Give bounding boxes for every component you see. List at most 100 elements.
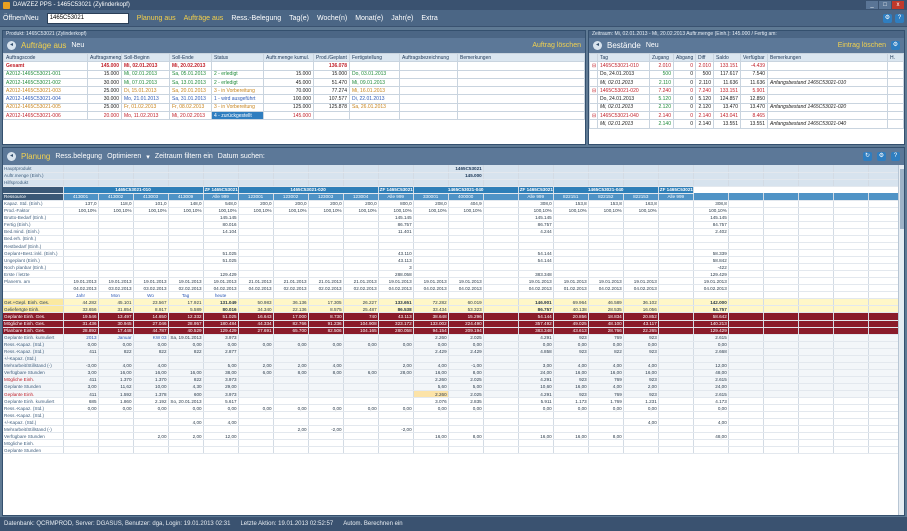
- grid-cell[interactable]: 2,00: [273, 362, 309, 370]
- grid-cell[interactable]: [448, 263, 484, 272]
- grid-cell[interactable]: 2.260: [413, 334, 449, 342]
- grid-cell[interactable]: [378, 376, 414, 384]
- grid-cell[interactable]: 769: [588, 334, 624, 342]
- grid-cell[interactable]: [798, 376, 834, 384]
- grid-cell[interactable]: [483, 369, 519, 377]
- grid-cell[interactable]: [798, 235, 834, 244]
- grid-cell[interactable]: [623, 446, 659, 455]
- grid-cell[interactable]: 1.769: [588, 397, 624, 406]
- grid-cell[interactable]: [308, 221, 344, 229]
- grid-cell[interactable]: [658, 179, 694, 187]
- grid-cell[interactable]: [168, 165, 204, 173]
- grid-cell[interactable]: [553, 179, 589, 187]
- grid-cell[interactable]: [203, 165, 239, 173]
- grid-cell[interactable]: [798, 404, 834, 413]
- menu-wochen[interactable]: Woche(n): [316, 14, 348, 22]
- grid-cell[interactable]: 3,00: [63, 369, 99, 377]
- date-selector[interactable]: heute: [203, 291, 239, 300]
- grid-cell[interactable]: [833, 425, 869, 434]
- grid-cell[interactable]: [553, 446, 589, 455]
- resource-header[interactable]: 822151: [553, 193, 589, 201]
- grid-cell[interactable]: [833, 334, 869, 342]
- grid-cell[interactable]: [273, 249, 309, 258]
- grid-cell[interactable]: [623, 172, 659, 180]
- resource-header[interactable]: 822152: [588, 193, 624, 201]
- grid-cell[interactable]: 323.172: [378, 320, 414, 328]
- grid-cell[interactable]: [798, 200, 834, 208]
- grid-cell[interactable]: [728, 249, 764, 258]
- grid-cell[interactable]: [658, 362, 694, 370]
- grid-cell[interactable]: [133, 242, 169, 251]
- grid-cell[interactable]: [273, 376, 309, 384]
- grid-cell[interactable]: [98, 249, 134, 258]
- grid-cell[interactable]: -2,00: [378, 425, 414, 434]
- grid-cell[interactable]: [658, 263, 694, 272]
- date-selector[interactable]: [763, 291, 799, 300]
- grid-cell[interactable]: [833, 221, 869, 229]
- table-row[interactable]: Do, 24.01.2013 5.120 0 5.120 124.857 12.850: [589, 94, 904, 104]
- grid-cell[interactable]: 923: [623, 390, 659, 399]
- grid-cell[interactable]: [273, 446, 309, 455]
- grid-cell[interactable]: 145.145: [378, 214, 414, 222]
- table-row[interactable]: A2012-1465C53021-001 15.000 Mi, 02.01.2013…: [3, 69, 585, 79]
- grid-cell[interactable]: [798, 369, 834, 377]
- grid-cell[interactable]: [728, 432, 764, 441]
- grid-cell[interactable]: 5,60: [413, 383, 449, 392]
- grid-cell[interactable]: 200,0: [273, 200, 309, 208]
- grid-cell[interactable]: [273, 256, 309, 265]
- grid-cell[interactable]: 2.402: [693, 228, 729, 236]
- grid-cell[interactable]: [378, 179, 414, 187]
- table-row[interactable]: ⊟ 1465C53021-020 7.240 0 7.240 133.151 5.901: [589, 86, 904, 96]
- grid-cell[interactable]: [658, 390, 694, 399]
- grid-cell[interactable]: 04.02.2013: [693, 284, 729, 293]
- grid-cell[interactable]: [273, 348, 309, 356]
- grid-cell[interactable]: 14.650: [133, 312, 169, 321]
- grid-cell[interactable]: 0,00: [343, 341, 379, 349]
- grid-cell[interactable]: 19.01.2013: [98, 277, 134, 286]
- grid-cell[interactable]: [343, 263, 379, 272]
- resource-header[interactable]: 123002: [273, 193, 309, 201]
- grid-cell[interactable]: [798, 270, 834, 279]
- grid-cell[interactable]: 72.282: [413, 298, 449, 307]
- grid-cell[interactable]: [133, 235, 169, 244]
- grid-cell[interactable]: [763, 207, 799, 215]
- grid-cell[interactable]: [483, 312, 519, 321]
- grid-cell[interactable]: 411: [63, 376, 99, 384]
- grid-cell[interactable]: [273, 383, 309, 392]
- grid-cell[interactable]: [63, 446, 99, 455]
- grid-cell[interactable]: [343, 411, 379, 420]
- grid-cell[interactable]: [763, 228, 799, 236]
- grid-cell[interactable]: 23.567: [133, 298, 169, 307]
- grid-cell[interactable]: [448, 221, 484, 229]
- grid-cell[interactable]: [133, 214, 169, 222]
- grid-cell[interactable]: [133, 418, 169, 427]
- grid-cell[interactable]: [273, 439, 309, 448]
- grid-cell[interactable]: [728, 172, 764, 180]
- grid-cell[interactable]: [273, 418, 309, 427]
- grid-cell[interactable]: [63, 179, 99, 187]
- grid-cell[interactable]: [553, 355, 589, 363]
- grid-cell[interactable]: 4,00: [308, 362, 344, 370]
- grid-cell[interactable]: 180.484: [203, 320, 239, 328]
- grid-cell[interactable]: 104.165: [343, 327, 379, 335]
- grid-cell[interactable]: [63, 411, 99, 420]
- menu-open-new[interactable]: Öffnen/Neu: [3, 14, 39, 22]
- grid-cell[interactable]: [728, 270, 764, 279]
- grid-cell[interactable]: 44.787: [133, 327, 169, 335]
- grid-cell[interactable]: 27.691: [238, 327, 274, 335]
- grid-cell[interactable]: [763, 263, 799, 272]
- grid-cell[interactable]: [763, 348, 799, 356]
- grid-cell[interactable]: 0,00: [623, 404, 659, 413]
- grid-cell[interactable]: [273, 214, 309, 222]
- grid-cell[interactable]: 36.136: [273, 298, 309, 307]
- grid-cell[interactable]: [483, 334, 519, 342]
- grid-cell[interactable]: 04.02.2013: [203, 284, 239, 293]
- grid-cell[interactable]: 4.173: [693, 397, 729, 406]
- grid-cell[interactable]: [553, 172, 589, 180]
- grid-cell[interactable]: [378, 418, 414, 427]
- grid-cell[interactable]: [588, 214, 624, 222]
- column-header[interactable]: Zugang: [649, 52, 674, 63]
- grid-cell[interactable]: [588, 439, 624, 448]
- resource-header[interactable]: 822153: [623, 193, 659, 201]
- grid-cell[interactable]: [483, 263, 519, 272]
